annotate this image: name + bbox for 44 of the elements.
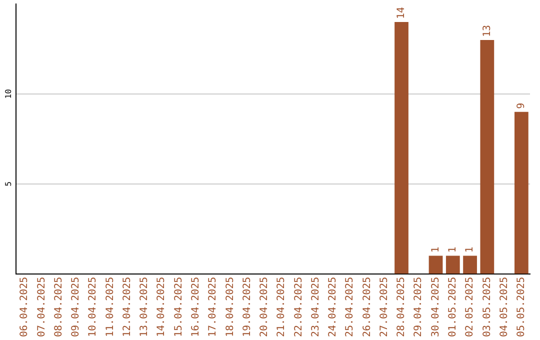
data-label: 1	[447, 246, 458, 253]
x-tick-label: 09.04.2025	[70, 276, 82, 338]
bar	[446, 256, 460, 274]
x-tick-label: 07.04.2025	[36, 276, 48, 338]
bar	[463, 256, 477, 274]
x-tick-label: 23.04.2025	[310, 276, 322, 338]
x-tick-label: 19.04.2025	[242, 276, 253, 338]
x-tick-label: 30.04.2025	[430, 276, 442, 338]
x-tick-label: 18.04.2025	[224, 276, 236, 338]
x-tick-label: 17.04.2025	[208, 276, 219, 338]
x-tick-label: 14.04.2025	[156, 276, 168, 338]
x-tick-label: 08.04.2025	[53, 276, 64, 338]
x-tick-label: 05.05.2025	[516, 276, 528, 338]
x-tick-label: 21.04.2025	[276, 276, 288, 338]
data-label: 1	[430, 246, 442, 253]
bar	[394, 22, 408, 274]
data-label: 9	[516, 102, 528, 109]
bar	[514, 112, 528, 274]
x-tick-label: 03.05.2025	[482, 276, 493, 338]
x-tick-label: 26.04.2025	[362, 276, 373, 338]
data-label: 14	[396, 6, 408, 19]
x-tick-label: 29.04.2025	[413, 276, 424, 338]
x-tick-label: 02.05.2025	[464, 276, 476, 338]
x-tick-label: 10.04.2025	[88, 276, 99, 338]
x-tick-label: 20.04.2025	[259, 276, 270, 338]
x-tick-label: 16.04.2025	[190, 276, 202, 338]
data-label: 13	[482, 24, 493, 37]
bar	[428, 256, 443, 274]
y-tick-label: 10	[4, 88, 14, 99]
x-tick-label: 06.04.2025	[19, 276, 30, 338]
x-tick-label: 11.04.2025	[104, 276, 116, 338]
x-tick-label: 24.04.2025	[328, 276, 339, 338]
x-tick-label: 28.04.2025	[396, 276, 408, 338]
x-tick-label: 01.05.2025	[447, 276, 458, 338]
x-tick-label: 15.04.2025	[173, 276, 184, 338]
x-tick-label: 22.04.2025	[293, 276, 304, 338]
bar	[480, 40, 494, 274]
x-tick-label: 27.04.2025	[378, 276, 390, 338]
y-tick-label: 5	[4, 181, 14, 186]
x-tick-label: 25.04.2025	[344, 276, 356, 338]
data-label: 1	[464, 246, 476, 253]
x-tick-label: 04.05.2025	[498, 276, 510, 338]
x-tick-label: 12.04.2025	[122, 276, 133, 338]
x-tick-label: 13.04.2025	[139, 276, 150, 338]
